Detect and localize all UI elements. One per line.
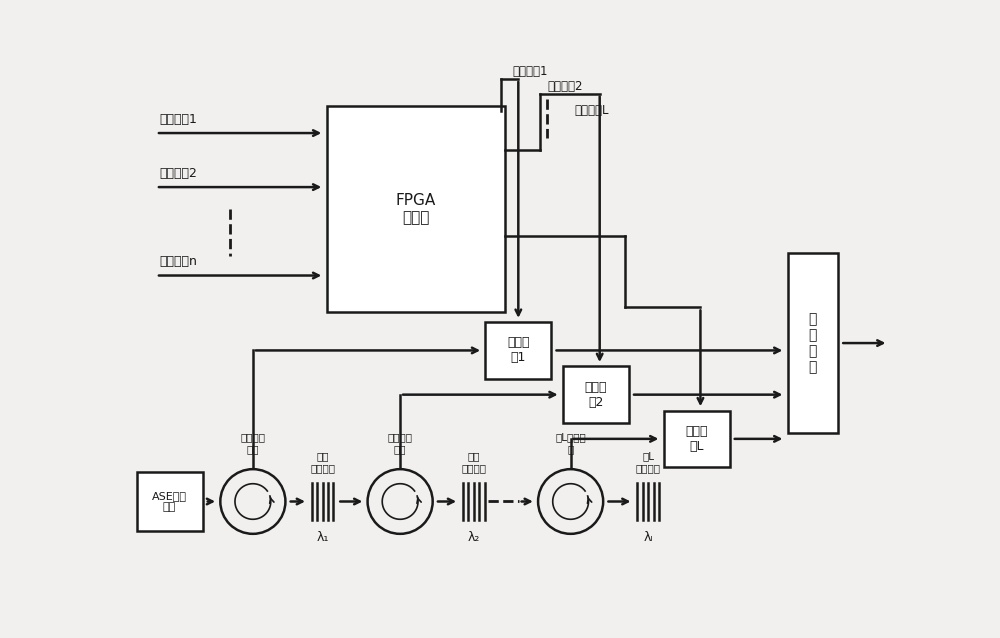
Text: 光
耦
合
器: 光 耦 合 器 (809, 312, 817, 375)
Text: 第L光环形: 第L光环形 (555, 432, 586, 442)
Text: 第二光环: 第二光环 (388, 432, 413, 442)
Text: 光调制
器2: 光调制 器2 (585, 381, 607, 409)
Text: 编码信号1: 编码信号1 (512, 65, 548, 78)
Text: λ₂: λ₂ (468, 531, 480, 544)
Text: ASE宽带
光源: ASE宽带 光源 (152, 491, 187, 512)
Text: λ₁: λ₁ (316, 531, 329, 544)
Text: 光纤光栅: 光纤光栅 (461, 463, 486, 473)
Text: 光纤光栅: 光纤光栅 (636, 463, 661, 473)
Bar (788, 253, 838, 433)
Bar (485, 322, 551, 379)
Text: 第一: 第一 (316, 451, 329, 461)
Text: 用户信号2: 用户信号2 (160, 167, 198, 180)
Text: 形器: 形器 (394, 445, 406, 454)
Text: 第L: 第L (642, 451, 654, 461)
Text: 编码信号2: 编码信号2 (547, 80, 583, 93)
Text: 光调制
器1: 光调制 器1 (507, 336, 530, 364)
Text: 第二: 第二 (468, 451, 480, 461)
Bar (137, 472, 202, 531)
Text: 第一光环: 第一光环 (240, 432, 265, 442)
Text: FPGA
编码器: FPGA 编码器 (396, 193, 436, 225)
Text: 光纤光栅: 光纤光栅 (310, 463, 335, 473)
Text: 形器: 形器 (247, 445, 259, 454)
Bar (563, 366, 629, 423)
Text: 编码信号L: 编码信号L (574, 105, 609, 117)
Text: λₗ: λₗ (643, 531, 653, 544)
Text: 用户信号1: 用户信号1 (160, 113, 198, 126)
Bar (326, 106, 505, 313)
Text: 器: 器 (568, 445, 574, 454)
Text: 光调制
器L: 光调制 器L (685, 425, 708, 453)
Bar (664, 411, 730, 467)
Text: 用户信号n: 用户信号n (160, 255, 198, 268)
